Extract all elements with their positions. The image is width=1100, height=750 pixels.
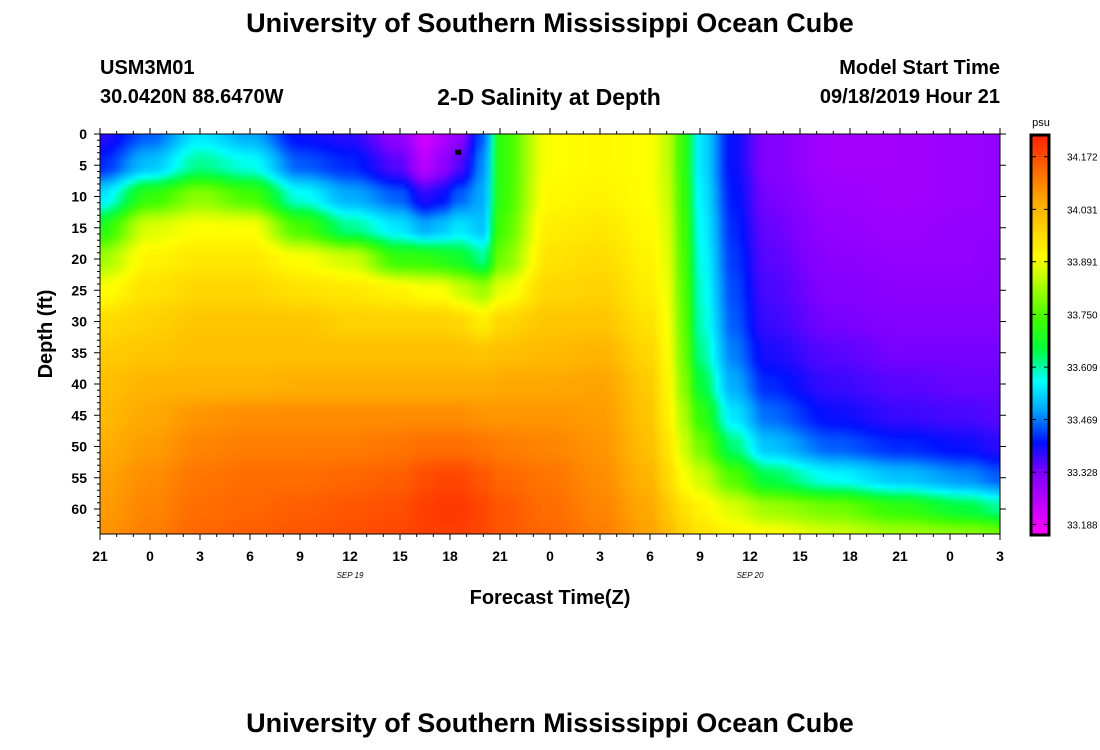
- station-coordinates: 30.0420N 88.6470W: [100, 86, 284, 108]
- y-tick-label: 15: [71, 220, 87, 236]
- x-tick-label: 9: [296, 548, 304, 564]
- x-tick-label: 18: [442, 548, 458, 564]
- y-tick-label: 55: [71, 470, 87, 486]
- x-tick-label: 0: [546, 548, 554, 564]
- x-tick-label: 0: [946, 548, 954, 564]
- x-tick-label: 21: [492, 548, 508, 564]
- x-tick-label: 3: [196, 548, 204, 564]
- salinity-heatmap: [100, 134, 1000, 534]
- x-tick-label: 6: [646, 548, 654, 564]
- x-tick-label: 0: [146, 548, 154, 564]
- page-footer-title: University of Southern Mississippi Ocean…: [246, 708, 854, 738]
- colorbar-tick-label: 33.188: [1067, 521, 1098, 532]
- station-id: USM3M01: [100, 57, 195, 79]
- y-tick-label: 20: [71, 251, 87, 267]
- colorbar-ramp: [1029, 133, 1051, 537]
- model-start-value: 09/18/2019 Hour 21: [819, 86, 1000, 108]
- colorbar-tick-label: 34.172: [1067, 153, 1098, 164]
- y-tick-label: 30: [71, 314, 87, 330]
- date-label: SEP 19: [337, 571, 364, 580]
- colorbar-tick-label: 33.469: [1067, 415, 1098, 426]
- colorbar-tick-label: 33.750: [1067, 310, 1098, 321]
- x-tick-label: 12: [742, 548, 758, 564]
- y-tick-label: 60: [71, 501, 87, 517]
- x-tick-label: 15: [792, 548, 808, 564]
- page-title: University of Southern Mississippi Ocean…: [246, 8, 854, 38]
- x-tick-label: 18: [842, 548, 858, 564]
- y-tick-label: 35: [71, 345, 87, 361]
- y-tick-label: 40: [71, 376, 87, 392]
- colorbar-tick-label: 33.609: [1067, 363, 1098, 374]
- date-label: SEP 20: [737, 571, 764, 580]
- x-axis-label: Forecast Time(Z): [470, 587, 631, 609]
- y-tick-label: 5: [79, 157, 87, 173]
- y-tick-label: 50: [71, 439, 87, 455]
- plot-title: 2-D Salinity at Depth: [437, 84, 661, 110]
- y-tick-label: 45: [71, 407, 87, 423]
- y-tick-label: 0: [79, 126, 87, 142]
- colorbar-unit: psu: [1032, 117, 1050, 129]
- profile-marker: [455, 149, 462, 155]
- x-tick-label: 15: [392, 548, 408, 564]
- model-start-label: Model Start Time: [839, 57, 1000, 79]
- heatmap-layer: [100, 134, 1000, 534]
- y-tick-label: 25: [71, 282, 87, 298]
- x-tick-label: 12: [342, 548, 358, 564]
- colorbar: psu 34.172 34.031 33.891 33.750 33.609 33.469…: [1029, 117, 1098, 537]
- axes: 21 0 3 6 9 12 15 18 21 0 3 6 9 12 15 18 21 0 3 SEP 19 SEP 20…: [71, 126, 1006, 580]
- x-tick-label: 3: [996, 548, 1004, 564]
- y-tick-label: 10: [71, 189, 87, 205]
- x-tick-label: 21: [92, 548, 108, 564]
- x-tick-label: 6: [246, 548, 254, 564]
- x-tick-label: 3: [596, 548, 604, 564]
- colorbar-tick-label: 34.031: [1067, 205, 1098, 216]
- colorbar-tick-label: 33.891: [1067, 258, 1098, 269]
- x-tick-label: 21: [892, 548, 908, 564]
- x-tick-label: 9: [696, 548, 704, 564]
- y-axis-label: Depth (ft): [35, 290, 57, 379]
- colorbar-tick-label: 33.328: [1067, 468, 1098, 479]
